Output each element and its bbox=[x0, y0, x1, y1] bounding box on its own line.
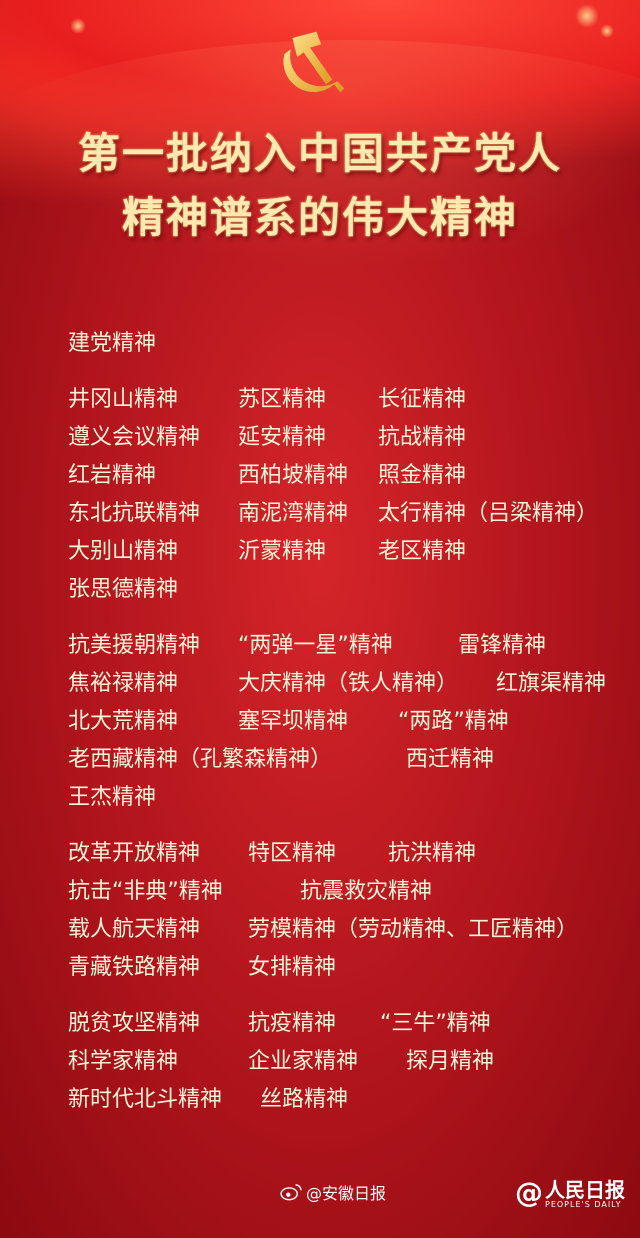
spirit-item: 企业家精神 bbox=[248, 1049, 359, 1074]
spirit-row: 东北抗联精神 南泥湾精神 太行精神（吕梁精神） bbox=[68, 495, 628, 533]
spirit-item: 长征精神 bbox=[378, 387, 467, 412]
source-label: @安徽日报 bbox=[306, 1184, 387, 1203]
spirit-item: 红旗渠精神 bbox=[496, 671, 607, 696]
light-spot bbox=[575, 4, 599, 28]
spirit-item: 张思德精神 bbox=[68, 577, 179, 602]
source-credit: @安徽日报 bbox=[280, 1180, 386, 1204]
spirit-item: “两路”精神 bbox=[398, 709, 509, 734]
spirit-item: 焦裕禄精神 bbox=[68, 671, 179, 696]
spirit-item: 老区精神 bbox=[378, 539, 467, 564]
spirit-item: 青藏铁路精神 bbox=[68, 955, 201, 980]
spirit-row: 焦裕禄精神 大庆精神（铁人精神） 红旗渠精神 bbox=[68, 665, 628, 703]
spirit-item: 抗洪精神 bbox=[388, 841, 477, 866]
spirit-item: 南泥湾精神 bbox=[238, 501, 349, 526]
spirit-item: 东北抗联精神 bbox=[68, 501, 201, 526]
spirit-item: 抗震救灾精神 bbox=[300, 879, 433, 904]
spirit-row: 张思德精神 bbox=[68, 571, 628, 609]
spirit-item: “三牛”精神 bbox=[380, 1011, 491, 1036]
spirit-item: 苏区精神 bbox=[238, 387, 327, 412]
light-spot bbox=[70, 18, 86, 34]
spirit-item: 新时代北斗精神 bbox=[68, 1087, 223, 1112]
spirit-item: 特区精神 bbox=[248, 841, 337, 866]
spirit-row: 井冈山精神 苏区精神 长征精神 bbox=[68, 381, 628, 419]
spirit-item: 塞罕坝精神 bbox=[238, 709, 349, 734]
spirit-item: 西柏坡精神 bbox=[238, 463, 349, 488]
spirit-item: 脱贫攻坚精神 bbox=[68, 1011, 201, 1036]
spirit-item: 王杰精神 bbox=[68, 785, 157, 810]
party-emblem-icon bbox=[283, 31, 345, 93]
spirit-item: 大庆精神（铁人精神） bbox=[238, 671, 459, 696]
spirit-item: 老西藏精神（孔繁森精神） bbox=[68, 747, 333, 772]
spirit-item: 西迁精神 bbox=[406, 747, 495, 772]
spirit-item: 丝路精神 bbox=[260, 1087, 349, 1112]
spirit-item: 北大荒精神 bbox=[68, 709, 179, 734]
spirit-row: 遵义会议精神 延安精神 抗战精神 bbox=[68, 419, 628, 457]
spirit-item: 抗疫精神 bbox=[248, 1011, 337, 1036]
spirit-item: “两弹一星”精神 bbox=[238, 633, 393, 658]
spirit-row: 抗美援朝精神 “两弹一星”精神 雷锋精神 bbox=[68, 627, 628, 665]
spirit-item: 抗美援朝精神 bbox=[68, 633, 201, 658]
spirit-row: 王杰精神 bbox=[68, 779, 628, 817]
spirit-row: 北大荒精神 塞罕坝精神 “两路”精神 bbox=[68, 703, 628, 741]
spirit-row: 载人航天精神 劳模精神（劳动精神、工匠精神） bbox=[68, 911, 628, 949]
light-spot bbox=[600, 24, 614, 38]
spirit-item: 女排精神 bbox=[248, 955, 337, 980]
spirit-item: 劳模精神（劳动精神、工匠精神） bbox=[248, 917, 579, 942]
spirit-row: 红岩精神 西柏坡精神 照金精神 bbox=[68, 457, 628, 495]
spirit-item: 雷锋精神 bbox=[458, 633, 547, 658]
spirit-item: 载人航天精神 bbox=[68, 917, 201, 942]
page-title-line1: 第一批纳入中国共产党人 bbox=[77, 129, 562, 178]
peoples-daily-logo: @ 人民日报 PEOPLE'S DAILY bbox=[515, 1176, 625, 1209]
spirit-item: 大别山精神 bbox=[68, 539, 179, 564]
spirit-row: 抗击“非典”精神 抗震救灾精神 bbox=[68, 873, 628, 911]
flag-background bbox=[0, 0, 640, 330]
spirit-item: 抗战精神 bbox=[378, 425, 467, 450]
spirit-item: 延安精神 bbox=[238, 425, 327, 450]
spirit-item: 遵义会议精神 bbox=[68, 425, 201, 450]
spirit-item: 照金精神 bbox=[378, 463, 467, 488]
spirit-row: 青藏铁路精神 女排精神 bbox=[68, 949, 628, 987]
spirit-row: 建党精神 bbox=[68, 325, 628, 363]
spirit-list: 建党精神井冈山精神 苏区精神 长征精神遵义会议精神 延安精神 抗战精神红岩精神 西柏坡精神… bbox=[68, 325, 628, 1119]
spirit-item: 建党精神 bbox=[68, 331, 157, 356]
spirit-item: 科学家精神 bbox=[68, 1049, 179, 1074]
spirit-row: 大别山精神 沂蒙精神 老区精神 bbox=[68, 533, 628, 571]
spirit-item: 井冈山精神 bbox=[68, 387, 179, 412]
spirit-item: 沂蒙精神 bbox=[238, 539, 327, 564]
logo-subtitle: PEOPLE'S DAILY bbox=[545, 1200, 622, 1209]
spirit-row: 新时代北斗精神 丝路精神 bbox=[68, 1081, 628, 1119]
flag-highlight bbox=[0, 40, 640, 300]
spirit-item: 太行精神（吕梁精神） bbox=[378, 501, 599, 526]
spirit-row: 科学家精神 企业家精神 探月精神 bbox=[68, 1043, 628, 1081]
spirit-item: 探月精神 bbox=[406, 1049, 495, 1074]
spirit-item: 改革开放精神 bbox=[68, 841, 201, 866]
spirit-item: 抗击“非典”精神 bbox=[68, 879, 223, 904]
page-title-line2: 精神谱系的伟大精神 bbox=[121, 193, 518, 242]
spirit-item: 红岩精神 bbox=[68, 463, 157, 488]
spirit-row: 改革开放精神 特区精神 抗洪精神 bbox=[68, 835, 628, 873]
logo-name: 人民日报 bbox=[545, 1178, 625, 1202]
weibo-icon bbox=[280, 1184, 302, 1201]
spirit-row: 老西藏精神（孔繁森精神） 西迁精神 bbox=[68, 741, 628, 779]
spirit-row: 脱贫攻坚精神 抗疫精神 “三牛”精神 bbox=[68, 1005, 628, 1043]
